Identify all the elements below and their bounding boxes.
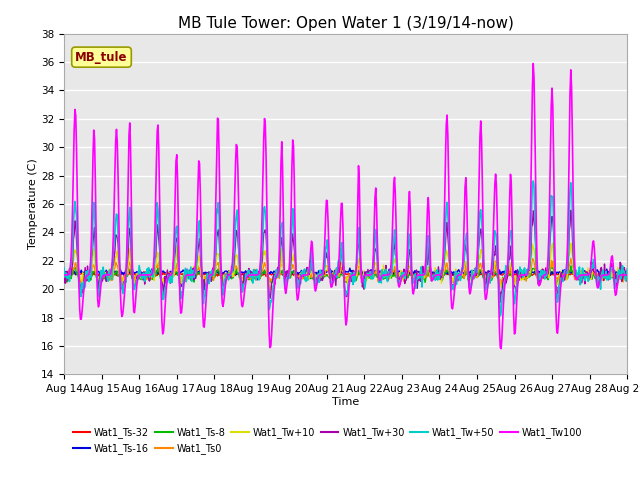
Title: MB Tule Tower: Open Water 1 (3/19/14-now): MB Tule Tower: Open Water 1 (3/19/14-now… (178, 16, 513, 31)
Legend: Wat1_Ts-32, Wat1_Ts-16, Wat1_Ts-8, Wat1_Ts0, Wat1_Tw+10, Wat1_Tw+30, Wat1_Tw+50,: Wat1_Ts-32, Wat1_Ts-16, Wat1_Ts-8, Wat1_… (69, 423, 586, 458)
Y-axis label: Temperature (C): Temperature (C) (28, 158, 38, 250)
Text: MB_tule: MB_tule (76, 51, 128, 64)
X-axis label: Time: Time (332, 397, 359, 407)
